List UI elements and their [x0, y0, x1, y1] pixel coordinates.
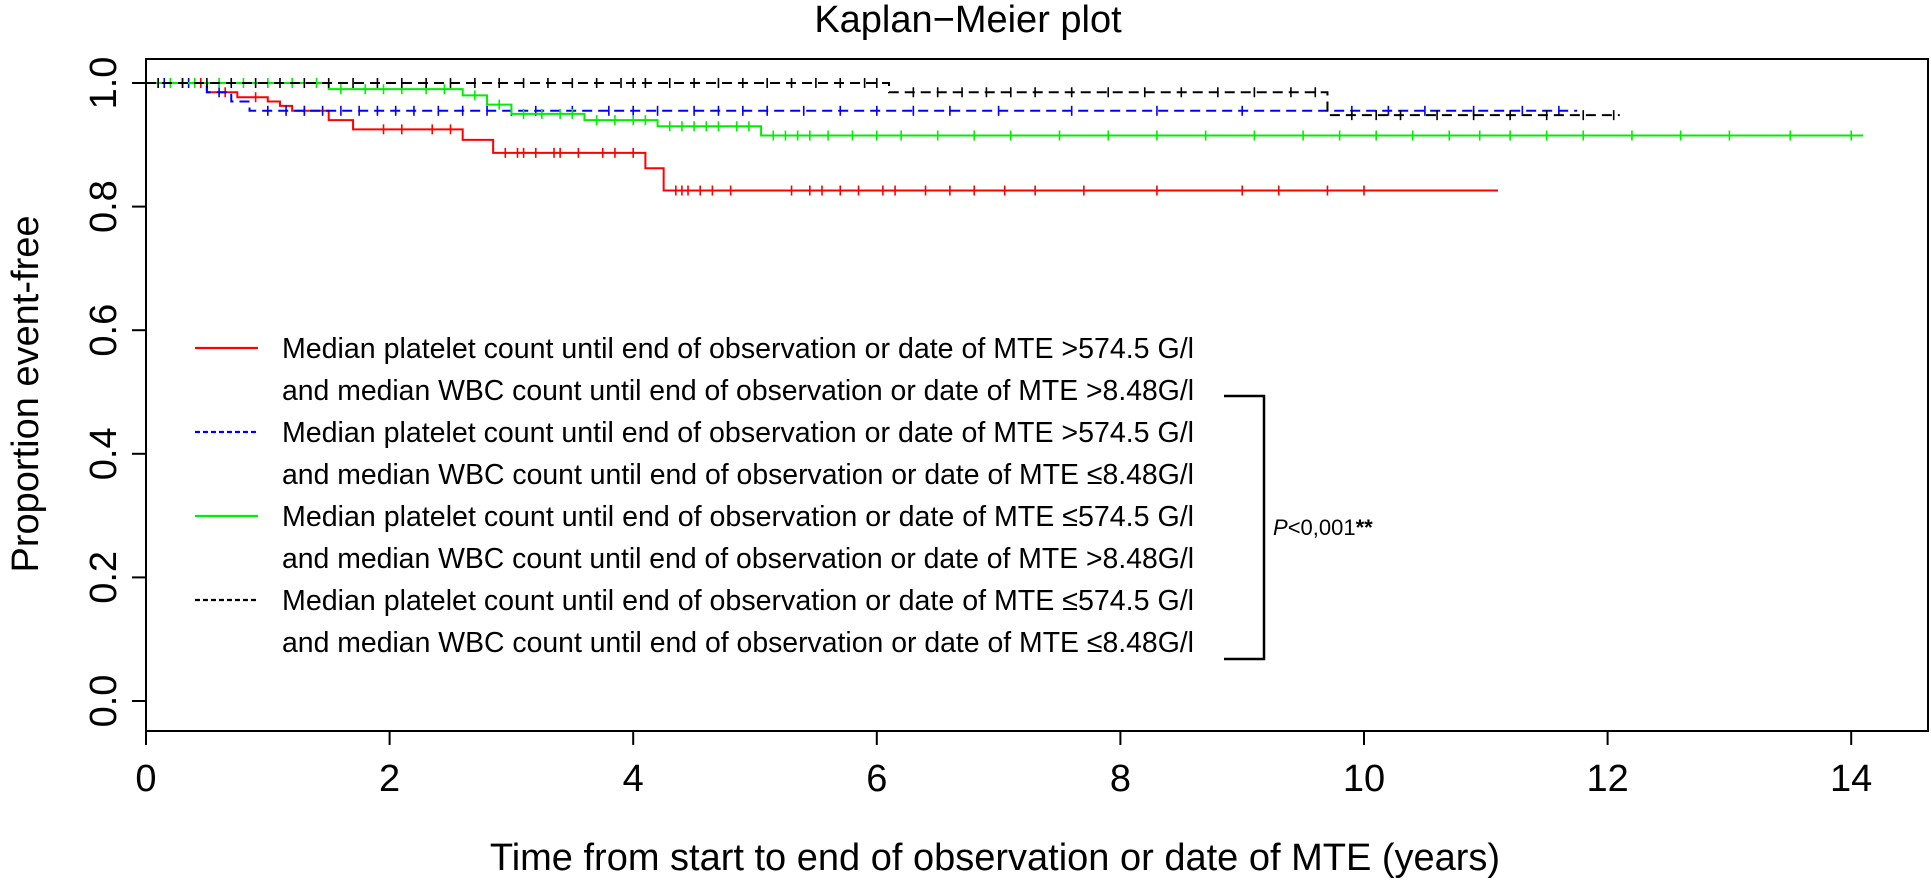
x-axis-label: Time from start to end of observation or… [490, 837, 1500, 879]
survival-curve-3 [146, 82, 1864, 137]
x-tick-label: 8 [1110, 758, 1131, 800]
x-tick-label: 12 [1586, 758, 1628, 800]
y-axis-label: Proportion event-free [5, 216, 47, 573]
y-tick-label: 1.0 [83, 57, 125, 110]
chart-title: Kaplan−Meier plot [814, 0, 1122, 41]
x-tick-label: 4 [623, 758, 644, 800]
y-tick-label: 0.4 [83, 427, 125, 480]
x-tick-label: 0 [135, 758, 156, 800]
x-tick-label: 10 [1343, 758, 1385, 800]
x-tick-label: 14 [1830, 758, 1872, 800]
y-tick-label: 0.8 [83, 180, 125, 233]
legend-label: Median platelet count until end of obser… [282, 417, 1194, 449]
x-tick-label: 6 [866, 758, 887, 800]
survival-curve-1 [146, 82, 1498, 192]
p-value-italic: P [1273, 515, 1288, 540]
legend: Median platelet count until end of obser… [195, 333, 1194, 659]
x-axis: 0 2 4 6 8 10 12 14 [135, 731, 1872, 800]
y-axis: 0.0 0.2 0.4 0.6 0.8 1.0 [83, 57, 146, 728]
y-tick-label: 0.6 [83, 304, 125, 357]
legend-label: Median platelet count until end of obser… [282, 501, 1194, 533]
y-tick-label: 0.0 [83, 675, 125, 728]
legend-label: Median platelet count until end of obser… [282, 585, 1194, 617]
x-tick-label: 2 [379, 758, 400, 800]
y-tick-label: 0.2 [83, 551, 125, 604]
legend-label: and median WBC count until end of observ… [282, 459, 1194, 491]
p-value-text: <0,001 [1288, 515, 1356, 540]
legend-label: and median WBC count until end of observ… [282, 627, 1194, 659]
p-value-annotation: P<0,001** [1273, 515, 1373, 540]
legend-label: Median platelet count until end of obser… [282, 333, 1194, 365]
p-value-stars: ** [1356, 515, 1374, 540]
legend-label: and median WBC count until end of observ… [282, 543, 1194, 575]
survival-curves [146, 78, 1864, 196]
significance-bracket [1224, 394, 1266, 661]
legend-label: and median WBC count until end of observ… [282, 375, 1194, 407]
plot-frame [145, 58, 1929, 732]
survival-curve-2 [146, 82, 1578, 112]
